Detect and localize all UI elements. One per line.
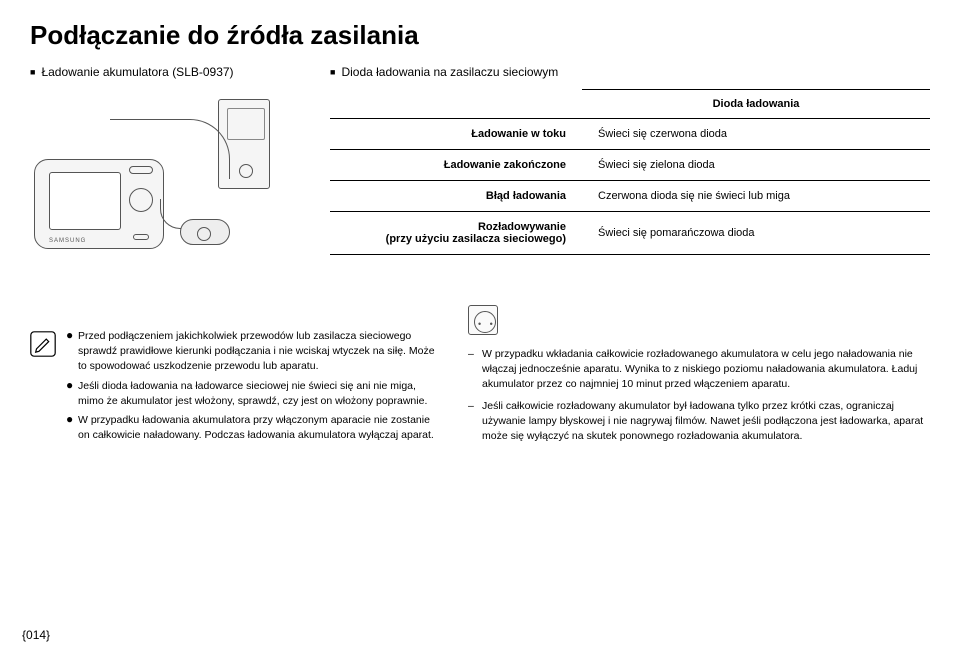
note-text: Jeśli dioda ładowania na ładowarce sieci… bbox=[78, 379, 440, 409]
list-item: ● Przed podłączeniem jakichkolwiek przew… bbox=[66, 329, 440, 375]
list-item: ● Jeśli dioda ładowania na ładowarce sie… bbox=[66, 379, 440, 409]
bullet-icon: ● bbox=[66, 413, 78, 443]
computer-tower-icon bbox=[218, 99, 270, 189]
camera-icon: SAMSUNG bbox=[34, 159, 164, 249]
note-pencil-icon bbox=[30, 329, 58, 450]
list-item: – W przypadku wkładania całkowicie rozła… bbox=[468, 347, 930, 393]
connection-illustration: SAMSUNG bbox=[30, 89, 290, 289]
table-header: Dioda ładowania bbox=[582, 90, 930, 119]
ac-adapter-icon bbox=[180, 219, 230, 245]
bullet-icon: ● bbox=[66, 329, 78, 375]
row-value: Świeci się zielona dioda bbox=[582, 150, 930, 181]
row-label: Ładowanie w toku bbox=[330, 119, 582, 150]
note-text: Jeśli całkowicie rozładowany akumulator … bbox=[482, 399, 930, 445]
left-column: Ładowanie akumulatora (SLB-0937) SAMSUNG bbox=[30, 65, 310, 289]
row-label: Rozładowywanie (przy użyciu zasilacza si… bbox=[330, 212, 582, 255]
right-column: Dioda ładowania na zasilaczu sieciowym D… bbox=[330, 65, 930, 289]
row-label: Błąd ładowania bbox=[330, 181, 582, 212]
table-row: Ładowanie zakończone Świeci się zielona … bbox=[330, 150, 930, 181]
dash-icon: – bbox=[468, 347, 482, 393]
note-text: Przed podłączeniem jakichkolwiek przewod… bbox=[78, 329, 440, 375]
left-notes: ● Przed podłączeniem jakichkolwiek przew… bbox=[30, 305, 440, 450]
note-text: W przypadku wkładania całkowicie rozłado… bbox=[482, 347, 930, 393]
dash-icon: – bbox=[468, 399, 482, 445]
row-value: Świeci się czerwona dioda bbox=[582, 119, 930, 150]
right-sub-label: Dioda ładowania na zasilaczu sieciowym bbox=[330, 65, 930, 79]
wall-socket-icon: • • bbox=[468, 305, 498, 335]
left-note-list: ● Przed podłączeniem jakichkolwiek przew… bbox=[66, 329, 440, 450]
table-row: Rozładowywanie (przy użyciu zasilacza si… bbox=[330, 212, 930, 255]
page-title: Podłączanie do źródła zasilania bbox=[30, 20, 930, 51]
top-row: Ładowanie akumulatora (SLB-0937) SAMSUNG… bbox=[30, 65, 930, 289]
led-status-table: Dioda ładowania Ładowanie w toku Świeci … bbox=[330, 89, 930, 255]
bullet-icon: ● bbox=[66, 379, 78, 409]
row-value: Świeci się pomarańczowa dioda bbox=[582, 212, 930, 255]
list-item: – Jeśli całkowicie rozładowany akumulato… bbox=[468, 399, 930, 445]
row-value: Czerwona dioda się nie świeci lub miga bbox=[582, 181, 930, 212]
list-item: ● W przypadku ładowania akumulatora przy… bbox=[66, 413, 440, 443]
left-sub-label: Ładowanie akumulatora (SLB-0937) bbox=[30, 65, 310, 79]
table-row: Błąd ładowania Czerwona dioda się nie św… bbox=[330, 181, 930, 212]
note-text: W przypadku ładowania akumulatora przy w… bbox=[78, 413, 440, 443]
camera-brand-label: SAMSUNG bbox=[49, 238, 86, 244]
table-header-blank bbox=[330, 90, 582, 119]
row-label: Ładowanie zakończone bbox=[330, 150, 582, 181]
right-notes: • • – W przypadku wkładania całkowicie r… bbox=[468, 305, 930, 450]
page-number: 014 bbox=[22, 628, 50, 642]
table-row: Ładowanie w toku Świeci się czerwona dio… bbox=[330, 119, 930, 150]
bottom-row: ● Przed podłączeniem jakichkolwiek przew… bbox=[30, 305, 930, 450]
